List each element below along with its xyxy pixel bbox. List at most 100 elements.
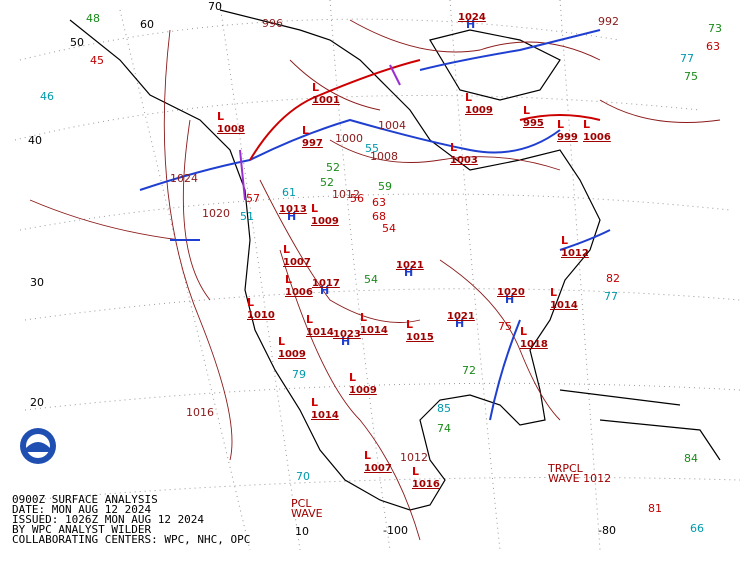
isobar-label: 1016 xyxy=(186,406,214,419)
station-value: 79 xyxy=(292,368,306,381)
caption-line: DATE: MON AUG 12 2024 xyxy=(12,503,151,516)
caption-line: BY WPC ANALYST WILDER xyxy=(12,523,151,536)
station-value: 68 xyxy=(372,210,386,223)
isobar-label: 1020 xyxy=(202,207,230,220)
station-value: 77 xyxy=(604,290,618,303)
low-symbol: L xyxy=(283,243,290,256)
station-value: 85 xyxy=(437,402,451,415)
station-value: 46 xyxy=(40,90,54,103)
high-pressure: 1020 xyxy=(497,287,525,298)
low-pressure: 1015 xyxy=(406,332,434,343)
low-pressure: 1009 xyxy=(278,349,306,360)
high-pressure: 1017 xyxy=(312,278,340,289)
station-value: 74 xyxy=(437,422,451,435)
high-symbol: H xyxy=(466,18,475,31)
isobar-label: 1012 xyxy=(332,188,360,201)
high-pressure: 1013 xyxy=(279,204,307,215)
low-pressure: 1009 xyxy=(465,105,493,116)
station-value: 81 xyxy=(648,502,662,515)
isobars xyxy=(29,19,721,541)
fronts xyxy=(139,29,611,421)
isobar-label: 1024 xyxy=(170,172,198,185)
station-value: 45 xyxy=(90,54,104,67)
station-value: 75 xyxy=(498,320,512,333)
station-value: 56 xyxy=(350,192,364,205)
graticule-label: -100 xyxy=(383,524,408,537)
low-symbol: L xyxy=(285,273,292,286)
low-symbol: L xyxy=(550,286,557,299)
low-symbol: L xyxy=(523,104,530,117)
station-value: 54 xyxy=(364,273,378,286)
isobar-label: 1000 xyxy=(335,132,363,145)
high-symbol: H xyxy=(404,266,413,279)
low-pressure: 1018 xyxy=(520,339,548,350)
station-value: 63 xyxy=(706,40,720,53)
station-value: 82 xyxy=(606,272,620,285)
graticule-label: 20 xyxy=(30,396,44,409)
low-symbol: L xyxy=(306,313,313,326)
isobar-label: 1004 xyxy=(378,119,406,132)
low-pressure: 1006 xyxy=(583,132,611,143)
station-value: 84 xyxy=(684,452,698,465)
station-value: 59 xyxy=(378,180,392,193)
low-symbol: L xyxy=(583,118,590,131)
low-pressure: 997 xyxy=(302,138,323,149)
low-symbol: L xyxy=(465,91,472,104)
caption-line: COLLABORATING CENTERS: WPC, NHC, OPC xyxy=(12,533,250,546)
isobar-label: 996 xyxy=(262,17,283,30)
low-symbol: L xyxy=(312,81,319,94)
low-symbol: L xyxy=(217,110,224,123)
high-symbol: H xyxy=(341,335,350,348)
low-symbol: L xyxy=(247,296,254,309)
low-symbol: L xyxy=(450,141,457,154)
station-value: 57 xyxy=(246,192,260,205)
wave-label: WAVE 1012 xyxy=(548,472,611,485)
low-symbol: L xyxy=(311,202,318,215)
low-symbol: L xyxy=(412,465,419,478)
high-symbol: H xyxy=(287,210,296,223)
station-value: 72 xyxy=(462,364,476,377)
low-symbol: L xyxy=(360,311,367,324)
high-pressure: 1024 xyxy=(458,12,486,23)
low-pressure: 1010 xyxy=(247,310,275,321)
noaa-logo xyxy=(20,428,56,464)
low-symbol: L xyxy=(557,118,564,131)
low-symbol: L xyxy=(364,449,371,462)
isobar-label: 992 xyxy=(598,15,619,28)
station-value: 51 xyxy=(240,210,254,223)
graticule-label: 40 xyxy=(28,134,42,147)
low-symbol: L xyxy=(561,234,568,247)
low-symbol: L xyxy=(349,371,356,384)
station-value: 61 xyxy=(282,186,296,199)
station-value: 48 xyxy=(86,12,100,25)
isobar-label: 1008 xyxy=(370,150,398,163)
low-pressure: 1014 xyxy=(360,325,388,336)
low-pressure: 1009 xyxy=(349,385,377,396)
low-pressure: 1003 xyxy=(450,155,478,166)
station-value: 63 xyxy=(372,196,386,209)
low-symbol: L xyxy=(406,318,413,331)
station-value: 70 xyxy=(296,470,310,483)
caption-line: ISSUED: 1026Z MON AUG 12 2024 xyxy=(12,513,204,526)
isobar-label: 1012 xyxy=(400,451,428,464)
high-pressure: 1023 xyxy=(333,329,361,340)
low-pressure: 1016 xyxy=(412,479,440,490)
high-pressure: 1021 xyxy=(396,260,424,271)
station-value: 77 xyxy=(680,52,694,65)
high-symbol: H xyxy=(505,293,514,306)
station-value: 54 xyxy=(382,222,396,235)
station-value: 52 xyxy=(320,176,334,189)
station-value: 73 xyxy=(708,22,722,35)
low-pressure: 999 xyxy=(557,132,578,143)
graticule-label: 50 xyxy=(70,36,84,49)
station-value: 75 xyxy=(684,70,698,83)
coastline xyxy=(69,9,721,511)
low-pressure: 1014 xyxy=(311,410,339,421)
low-pressure: 995 xyxy=(523,118,544,129)
graticule-label: -80 xyxy=(598,524,616,537)
low-pressure: 1008 xyxy=(217,124,245,135)
station-value: 66 xyxy=(690,522,704,535)
